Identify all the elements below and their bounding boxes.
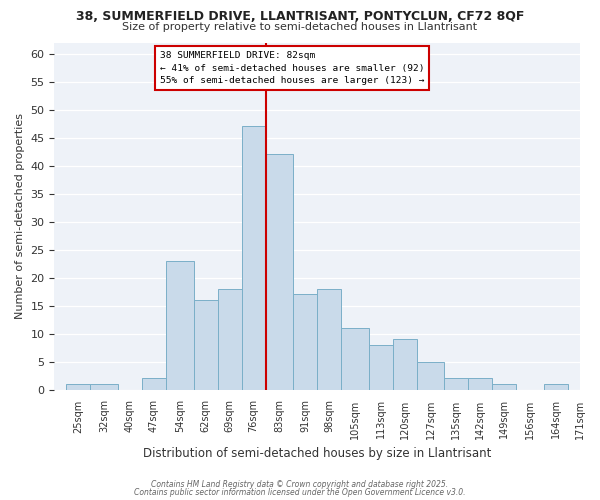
- Bar: [166, 261, 194, 390]
- Text: 38 SUMMERFIELD DRIVE: 82sqm
← 41% of semi-detached houses are smaller (92)
55% o: 38 SUMMERFIELD DRIVE: 82sqm ← 41% of sem…: [160, 51, 424, 85]
- Bar: [544, 384, 568, 390]
- Bar: [218, 289, 242, 390]
- Bar: [417, 362, 445, 390]
- Bar: [393, 339, 417, 390]
- Bar: [67, 384, 91, 390]
- Bar: [317, 289, 341, 390]
- Text: Contains public sector information licensed under the Open Government Licence v3: Contains public sector information licen…: [134, 488, 466, 497]
- Bar: [293, 294, 317, 390]
- Bar: [493, 384, 517, 390]
- Bar: [91, 384, 118, 390]
- Bar: [445, 378, 469, 390]
- Bar: [242, 126, 266, 390]
- Text: Size of property relative to semi-detached houses in Llantrisant: Size of property relative to semi-detach…: [122, 22, 478, 32]
- Bar: [194, 300, 218, 390]
- Bar: [142, 378, 166, 390]
- Text: Contains HM Land Registry data © Crown copyright and database right 2025.: Contains HM Land Registry data © Crown c…: [151, 480, 449, 489]
- Bar: [369, 345, 393, 390]
- Bar: [341, 328, 369, 390]
- Text: 38, SUMMERFIELD DRIVE, LLANTRISANT, PONTYCLUN, CF72 8QF: 38, SUMMERFIELD DRIVE, LLANTRISANT, PONT…: [76, 10, 524, 23]
- X-axis label: Distribution of semi-detached houses by size in Llantrisant: Distribution of semi-detached houses by …: [143, 447, 491, 460]
- Bar: [266, 154, 293, 390]
- Bar: [469, 378, 493, 390]
- Y-axis label: Number of semi-detached properties: Number of semi-detached properties: [15, 113, 25, 319]
